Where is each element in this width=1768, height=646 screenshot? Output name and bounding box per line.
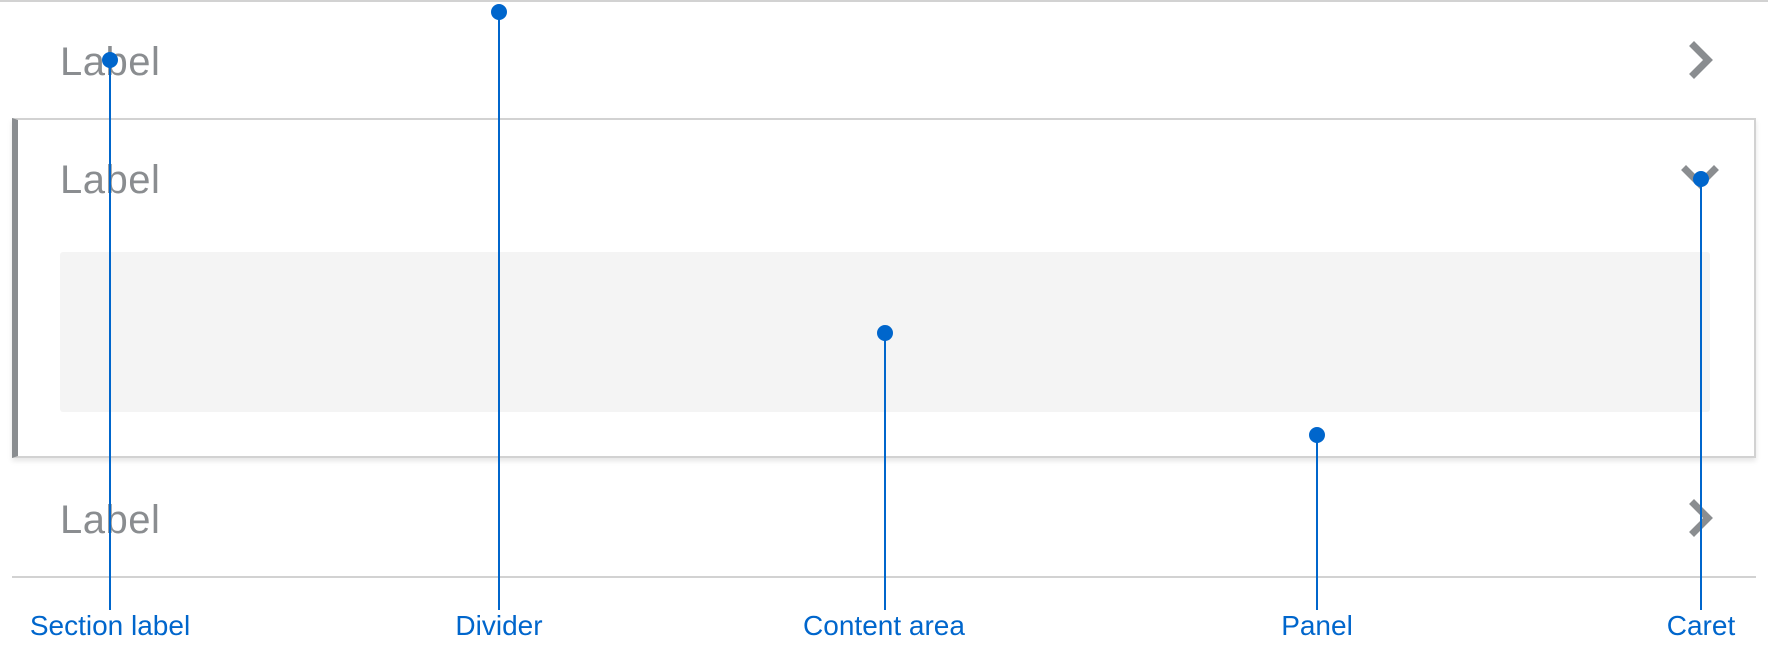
chevron-down-icon[interactable]	[1678, 158, 1722, 202]
callout-label-caret: Caret	[1666, 610, 1736, 641]
section-label-3: Label	[60, 498, 161, 542]
callout-label-content-area: Content area	[803, 610, 965, 641]
chevron-right-icon[interactable]	[1678, 38, 1722, 82]
section-label-1: Label	[60, 40, 161, 84]
accordion-top-divider	[0, 0, 1768, 2]
callout-label-divider: Divider	[455, 610, 543, 641]
accordion-bottom-divider	[12, 576, 1756, 578]
callout-dot-divider	[491, 4, 507, 20]
chevron-right-icon[interactable]	[1678, 496, 1722, 540]
callout-label-panel: Panel	[1281, 610, 1353, 641]
section-label-2: Label	[60, 158, 161, 202]
content-area	[60, 252, 1710, 412]
callout-label-section-label: Section label	[29, 610, 191, 641]
